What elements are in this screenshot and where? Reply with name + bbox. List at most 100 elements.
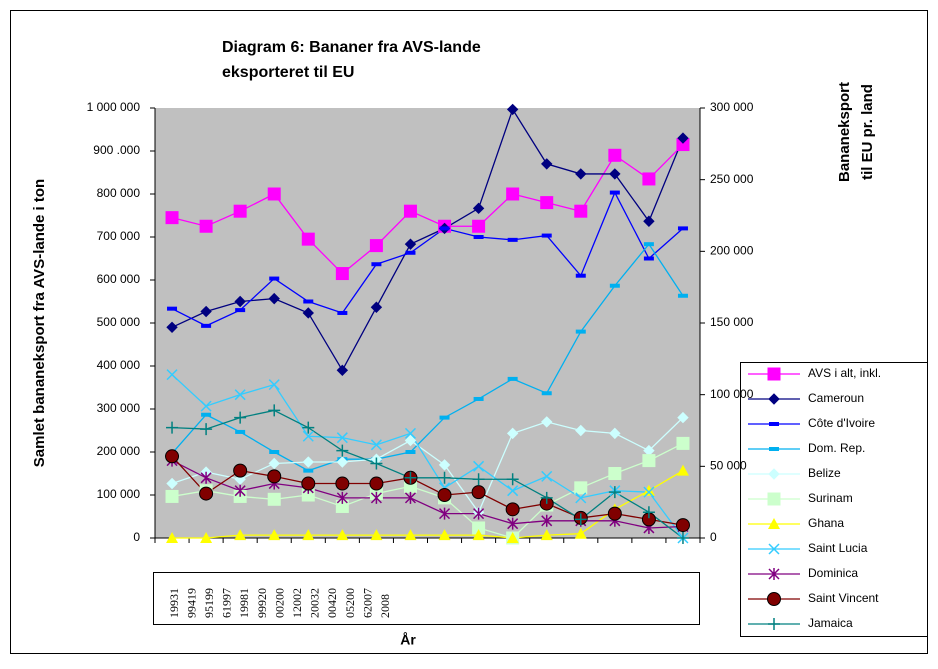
data-point bbox=[268, 292, 280, 305]
marker-shape bbox=[439, 226, 450, 231]
data-point bbox=[438, 529, 451, 541]
marker-shape bbox=[643, 215, 655, 227]
marker-shape bbox=[472, 529, 485, 541]
data-point bbox=[541, 514, 553, 527]
marker-shape bbox=[234, 411, 247, 424]
category-label: 99419 bbox=[184, 588, 198, 618]
legend-marker bbox=[768, 393, 780, 405]
data-point bbox=[438, 471, 451, 484]
data-point bbox=[642, 172, 656, 186]
marker-shape bbox=[166, 369, 178, 381]
legend-marker bbox=[769, 447, 779, 451]
marker-shape bbox=[335, 476, 350, 491]
data-point bbox=[165, 211, 179, 225]
data-point bbox=[268, 529, 281, 541]
data-point bbox=[335, 476, 350, 491]
marker-shape bbox=[574, 527, 587, 539]
marker-shape bbox=[541, 470, 553, 482]
y2-tick-label: 50 000 bbox=[710, 459, 747, 473]
marker-shape bbox=[574, 513, 587, 526]
data-point bbox=[302, 430, 314, 442]
data-point bbox=[575, 492, 587, 504]
marker-shape bbox=[608, 486, 621, 499]
marker-shape bbox=[575, 273, 586, 278]
data-point bbox=[335, 267, 349, 281]
data-point bbox=[165, 489, 179, 503]
data-point bbox=[405, 250, 416, 255]
data-point bbox=[336, 456, 349, 468]
marker-shape bbox=[371, 262, 382, 267]
data-point bbox=[404, 491, 416, 504]
data-point bbox=[268, 379, 280, 391]
marker-shape bbox=[472, 219, 486, 233]
data-point bbox=[166, 477, 178, 490]
marker-shape bbox=[267, 492, 281, 506]
marker-shape bbox=[167, 306, 178, 311]
marker-shape bbox=[336, 432, 348, 444]
marker-shape bbox=[335, 267, 349, 281]
data-point bbox=[166, 321, 178, 334]
marker-shape bbox=[405, 250, 416, 255]
legend-marker bbox=[767, 492, 781, 506]
y2-tick-label: 250 000 bbox=[710, 172, 754, 186]
data-point bbox=[676, 532, 689, 544]
series-line bbox=[171, 191, 684, 327]
data-point bbox=[268, 457, 280, 470]
data-point bbox=[574, 204, 588, 218]
marker-shape bbox=[540, 529, 553, 541]
data-point bbox=[199, 486, 214, 501]
data-point bbox=[608, 148, 622, 162]
marker-shape bbox=[336, 444, 349, 457]
data-point bbox=[235, 429, 246, 434]
data-point bbox=[336, 432, 348, 444]
data-point bbox=[439, 415, 450, 420]
y-tick-label: 300 000 bbox=[97, 401, 141, 415]
y-tick-label: 1 000 000 bbox=[87, 100, 141, 114]
data-point bbox=[609, 190, 620, 195]
y-tick-label: 900 .000 bbox=[93, 143, 140, 157]
marker-shape bbox=[642, 172, 656, 186]
marker-shape bbox=[336, 364, 349, 377]
data-point bbox=[677, 411, 689, 424]
marker-shape bbox=[233, 204, 247, 218]
marker-shape bbox=[234, 295, 246, 308]
marker-shape bbox=[506, 532, 519, 543]
marker-shape bbox=[676, 436, 690, 450]
data-point bbox=[472, 202, 485, 215]
marker-shape bbox=[767, 367, 781, 381]
data-point bbox=[336, 491, 348, 504]
data-point bbox=[608, 467, 622, 480]
legend-marker bbox=[768, 518, 780, 529]
marker-shape bbox=[473, 396, 484, 401]
marker-shape bbox=[642, 506, 655, 519]
data-point bbox=[404, 529, 417, 541]
marker-shape bbox=[642, 484, 655, 496]
y-axis-title: Samlet bananeksport fra AVS-lande i ton bbox=[31, 179, 48, 467]
data-point bbox=[234, 295, 246, 308]
marker-shape bbox=[768, 568, 780, 580]
marker-shape bbox=[507, 376, 518, 381]
data-point bbox=[473, 235, 484, 239]
data-point bbox=[541, 391, 552, 396]
series-line bbox=[172, 409, 684, 539]
marker-shape bbox=[768, 393, 780, 405]
marker-shape bbox=[301, 476, 316, 491]
data-point bbox=[234, 389, 246, 401]
data-point bbox=[233, 463, 248, 478]
data-point bbox=[507, 237, 518, 242]
marker-shape bbox=[303, 468, 314, 473]
y-tick-label: 800 000 bbox=[97, 186, 141, 200]
data-point bbox=[166, 421, 179, 434]
series-line bbox=[171, 374, 684, 539]
series-line bbox=[172, 470, 684, 539]
marker-shape bbox=[575, 329, 586, 334]
data-point bbox=[541, 416, 553, 428]
y-tick-label: 700 000 bbox=[97, 229, 141, 243]
series-line bbox=[171, 107, 684, 372]
data-point bbox=[404, 427, 416, 439]
marker-shape bbox=[676, 532, 689, 544]
category-label: 95199 bbox=[202, 588, 216, 618]
data-point bbox=[403, 204, 417, 218]
marker-shape bbox=[768, 468, 780, 480]
